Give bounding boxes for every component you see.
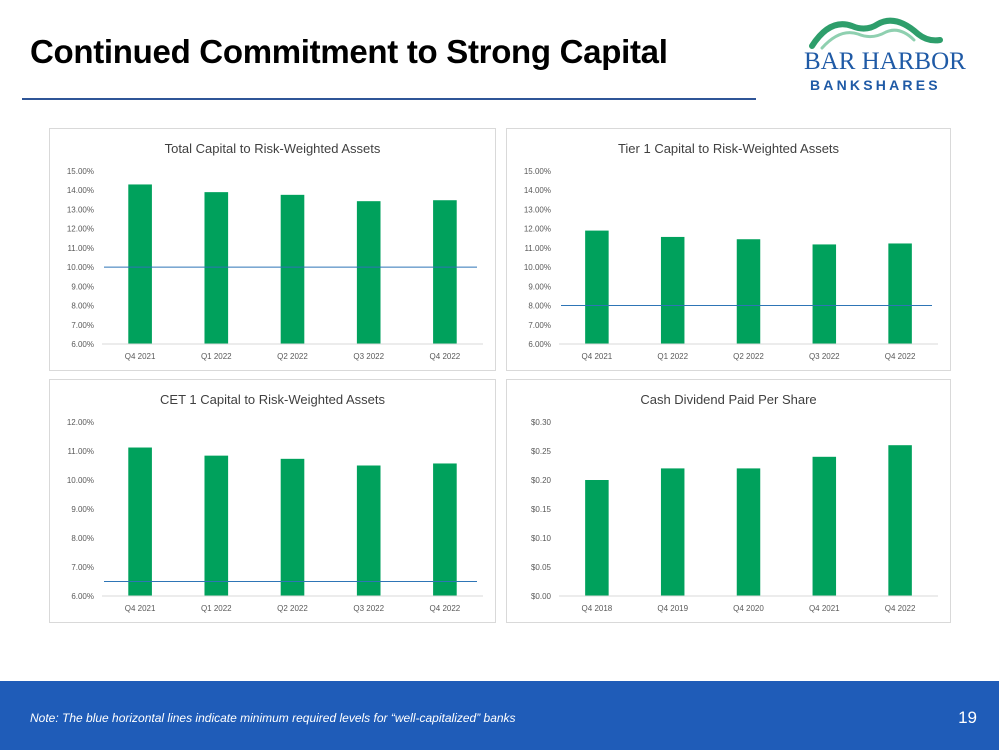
chart-panel-tier1-capital: Tier 1 Capital to Risk-Weighted Assets 6.… bbox=[506, 128, 951, 371]
bar bbox=[888, 445, 912, 596]
y-tick-label: 8.00% bbox=[528, 302, 551, 311]
y-tick-label: 10.00% bbox=[67, 263, 94, 272]
chart-title: Tier 1 Capital to Risk-Weighted Assets bbox=[618, 141, 840, 156]
bar bbox=[204, 192, 229, 344]
bar bbox=[888, 243, 912, 344]
y-tick-label: $0.05 bbox=[531, 563, 552, 572]
x-tick-label: Q4 2021 bbox=[125, 604, 156, 613]
bar bbox=[736, 468, 761, 596]
bar bbox=[128, 447, 152, 596]
x-tick-label: Q3 2022 bbox=[353, 604, 384, 613]
bar bbox=[660, 236, 685, 344]
y-tick-label: 7.00% bbox=[528, 321, 551, 330]
x-tick-label: Q4 2022 bbox=[430, 604, 461, 613]
page-title: Continued Commitment to Strong Capital bbox=[30, 33, 668, 70]
y-tick-label: 7.00% bbox=[71, 563, 94, 572]
y-tick-label: 13.00% bbox=[524, 205, 551, 214]
bar bbox=[280, 194, 305, 344]
chart-panel-cet1-capital: CET 1 Capital to Risk-Weighted Assets 6.0… bbox=[49, 379, 496, 623]
x-tick-label: Q4 2019 bbox=[657, 604, 688, 613]
bar bbox=[280, 458, 305, 596]
chart-title: CET 1 Capital to Risk-Weighted Assets bbox=[160, 392, 385, 407]
y-tick-label: 10.00% bbox=[67, 476, 94, 485]
x-tick-label: Q4 2020 bbox=[733, 604, 764, 613]
x-tick-label: Q1 2022 bbox=[657, 352, 688, 361]
y-tick-label: 13.00% bbox=[67, 205, 94, 214]
logo-wordmark-bottom: BANKSHARES bbox=[810, 77, 941, 93]
x-tick-label: Q2 2022 bbox=[277, 352, 308, 361]
bar bbox=[660, 468, 685, 596]
y-tick-label: $0.10 bbox=[531, 534, 552, 543]
y-tick-label: 10.00% bbox=[524, 263, 551, 272]
y-tick-label: 6.00% bbox=[71, 592, 94, 601]
x-tick-label: Q4 2018 bbox=[582, 604, 613, 613]
y-tick-label: $0.15 bbox=[531, 505, 552, 514]
y-tick-label: 6.00% bbox=[71, 340, 94, 349]
y-tick-label: $0.30 bbox=[531, 418, 552, 427]
y-tick-label: 15.00% bbox=[524, 167, 551, 176]
y-tick-label: $0.00 bbox=[531, 592, 552, 601]
bar bbox=[585, 480, 609, 596]
chart-panel-total-capital: Total Capital to Risk-Weighted Assets 6.0… bbox=[49, 128, 496, 371]
bar bbox=[433, 200, 457, 344]
x-tick-label: Q1 2022 bbox=[201, 604, 232, 613]
footer-bar: Note: The blue horizontal lines indicate… bbox=[0, 681, 999, 750]
x-tick-label: Q3 2022 bbox=[353, 352, 384, 361]
x-tick-label: Q1 2022 bbox=[201, 352, 232, 361]
bar bbox=[356, 465, 381, 596]
x-tick-label: Q3 2022 bbox=[809, 352, 840, 361]
x-tick-label: Q4 2022 bbox=[885, 604, 916, 613]
x-tick-label: Q2 2022 bbox=[277, 604, 308, 613]
chart-title: Cash Dividend Paid Per Share bbox=[640, 392, 816, 407]
chart-panel-cash-dividend: Cash Dividend Paid Per Share $0.00 $0.05 $0… bbox=[506, 379, 951, 623]
bar bbox=[585, 230, 609, 344]
y-tick-label: 9.00% bbox=[71, 505, 94, 514]
y-tick-label: 12.00% bbox=[524, 225, 551, 234]
logo-wordmark-top: BAR HARBOR bbox=[804, 48, 966, 75]
bar bbox=[128, 184, 152, 344]
y-tick-label: 9.00% bbox=[71, 282, 94, 291]
y-tick-label: 11.00% bbox=[524, 244, 551, 253]
y-tick-label: 14.00% bbox=[67, 186, 94, 195]
y-tick-label: 12.00% bbox=[67, 225, 94, 234]
bar bbox=[736, 239, 761, 344]
y-tick-label: 8.00% bbox=[71, 534, 94, 543]
y-tick-label: 12.00% bbox=[67, 418, 94, 427]
company-logo: BAR HARBOR BANKSHARES bbox=[800, 12, 970, 112]
title-underline bbox=[22, 98, 756, 100]
chart-title: Total Capital to Risk-Weighted Assets bbox=[165, 141, 381, 156]
y-tick-label: 14.00% bbox=[524, 186, 551, 195]
x-tick-label: Q4 2021 bbox=[809, 604, 840, 613]
bar bbox=[812, 244, 837, 344]
y-tick-label: 11.00% bbox=[67, 244, 94, 253]
mountain-logo-icon bbox=[809, 17, 943, 50]
y-tick-label: 6.00% bbox=[528, 340, 551, 349]
y-tick-label: $0.25 bbox=[531, 447, 552, 456]
bar bbox=[812, 456, 837, 596]
bar bbox=[433, 463, 457, 596]
y-tick-label: 8.00% bbox=[71, 302, 94, 311]
bar bbox=[204, 455, 229, 596]
y-tick-label: $0.20 bbox=[531, 476, 552, 485]
tier1-capital-chart: Tier 1 Capital to Risk-Weighted Assets 6.… bbox=[524, 141, 938, 361]
x-tick-label: Q2 2022 bbox=[733, 352, 764, 361]
page-number: 19 bbox=[958, 708, 977, 727]
x-tick-label: Q4 2021 bbox=[125, 352, 156, 361]
y-tick-label: 7.00% bbox=[71, 321, 94, 330]
y-tick-label: 15.00% bbox=[67, 167, 94, 176]
x-tick-label: Q4 2022 bbox=[430, 352, 461, 361]
bar bbox=[356, 201, 381, 344]
x-tick-label: Q4 2021 bbox=[582, 352, 613, 361]
cash-dividend-chart: Cash Dividend Paid Per Share $0.00 $0.05 $0… bbox=[531, 392, 938, 613]
footer-note: Note: The blue horizontal lines indicate… bbox=[30, 711, 516, 725]
x-tick-label: Q4 2022 bbox=[885, 352, 916, 361]
y-tick-label: 11.00% bbox=[67, 447, 94, 456]
cet1-capital-chart: CET 1 Capital to Risk-Weighted Assets 6.0… bbox=[67, 392, 483, 613]
y-tick-label: 9.00% bbox=[528, 282, 551, 291]
total-capital-chart: Total Capital to Risk-Weighted Assets 6.0… bbox=[67, 141, 483, 361]
